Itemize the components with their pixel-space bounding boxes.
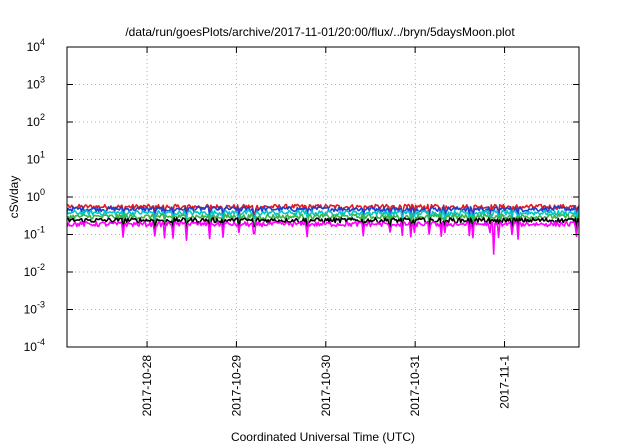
y-tick-label: 104 xyxy=(27,37,45,54)
x-tick-label: 2017-10-30 xyxy=(319,355,333,417)
x-tick-label: 2017-10-28 xyxy=(140,355,154,417)
y-tick-label: 102 xyxy=(27,112,45,129)
grid-lines xyxy=(67,47,579,347)
series-line-3 xyxy=(66,213,580,229)
y-tick-label: 10-3 xyxy=(24,300,45,317)
x-axis-ticks: 2017-10-28 2017-10-29 2017-10-30 2017-10-31… xyxy=(140,47,512,417)
x-axis-label: Coordinated Universal Time (UTC) xyxy=(231,430,415,444)
y-tick-label: 10-4 xyxy=(24,337,45,354)
chart-title: /data/run/goesPlots/archive/2017-11-01/2… xyxy=(125,25,515,39)
y-axis-label: cSv/day xyxy=(7,176,21,219)
x-tick-label: 2017-10-29 xyxy=(229,355,243,417)
y-tick-label: 101 xyxy=(27,150,45,167)
series-line-5 xyxy=(66,220,580,255)
y-tick-label: 100 xyxy=(27,187,45,204)
series-line-2 xyxy=(66,209,580,225)
y-tick-label: 103 xyxy=(27,75,45,92)
y-tick-label: 10-1 xyxy=(24,225,45,242)
x-tick-label: 2017-11-1 xyxy=(498,355,512,409)
y-tick-label: 10-2 xyxy=(24,262,45,279)
y-axis-ticks: 10-4 10-3 10-2 10-1 100 101 102 103 104 xyxy=(24,37,579,354)
series-group xyxy=(66,203,580,255)
x-tick-label: 2017-10-31 xyxy=(408,355,422,417)
